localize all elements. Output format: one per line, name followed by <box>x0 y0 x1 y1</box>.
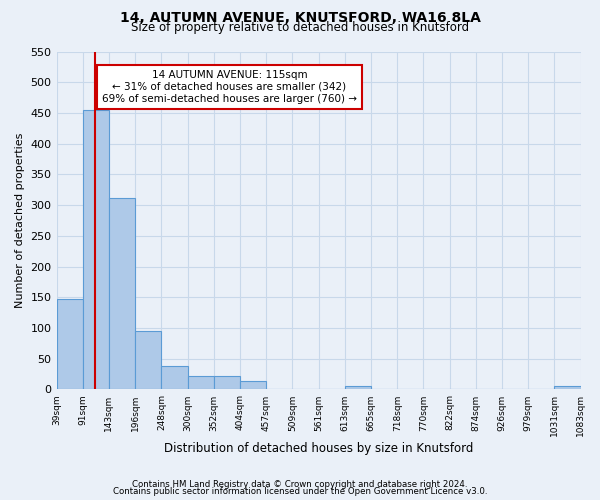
X-axis label: Distribution of detached houses by size in Knutsford: Distribution of detached houses by size … <box>164 442 473 455</box>
Text: 14 AUTUMN AVENUE: 115sqm
← 31% of detached houses are smaller (342)
69% of semi-: 14 AUTUMN AVENUE: 115sqm ← 31% of detach… <box>102 70 357 104</box>
Text: 14, AUTUMN AVENUE, KNUTSFORD, WA16 8LA: 14, AUTUMN AVENUE, KNUTSFORD, WA16 8LA <box>119 11 481 25</box>
Text: Contains public sector information licensed under the Open Government Licence v3: Contains public sector information licen… <box>113 487 487 496</box>
Y-axis label: Number of detached properties: Number of detached properties <box>15 133 25 308</box>
Bar <box>83 110 109 390</box>
Bar <box>136 331 161 390</box>
Bar <box>344 386 371 390</box>
Bar <box>214 376 240 390</box>
Bar <box>554 386 581 390</box>
Bar <box>109 198 136 390</box>
Bar <box>188 376 214 390</box>
Text: Contains HM Land Registry data © Crown copyright and database right 2024.: Contains HM Land Registry data © Crown c… <box>132 480 468 489</box>
Bar <box>161 366 188 390</box>
Bar <box>240 382 266 390</box>
Bar <box>56 298 83 390</box>
Text: Size of property relative to detached houses in Knutsford: Size of property relative to detached ho… <box>131 22 469 35</box>
